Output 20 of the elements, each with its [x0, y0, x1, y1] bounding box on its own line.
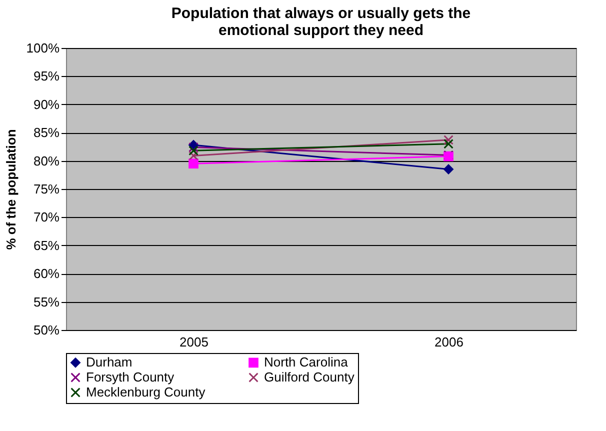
y-tick-label: 75%	[33, 182, 60, 196]
legend-label: Mecklenburg County	[86, 384, 206, 400]
y-tick-label: 80%	[33, 153, 60, 168]
y-tick-label: 50%	[33, 322, 60, 338]
y-tick-label: 60%	[33, 266, 60, 282]
x-tick-label: 2005	[180, 334, 208, 350]
x-tick-label: 2006	[434, 334, 464, 350]
legend-label: Guilford County	[264, 370, 355, 384]
y-axis-title: % of the population	[3, 129, 18, 250]
y-tick-label: 70%	[33, 210, 60, 225]
chart-title: Population that always or usually gets the emotional support they need	[171, 5, 471, 39]
legend-label: North Carolina	[264, 354, 349, 370]
legend-label: Durham	[86, 354, 132, 370]
y-tick-label: 55%	[33, 294, 60, 310]
y-tick-label: 95%	[33, 68, 60, 84]
y-tick-label: 90%	[33, 96, 60, 112]
y-tick-label: 100%	[26, 40, 60, 56]
legend-label: Forsyth County	[86, 370, 175, 384]
y-tick-label: 85%	[33, 125, 60, 140]
y-tick-label: 65%	[33, 238, 60, 253]
